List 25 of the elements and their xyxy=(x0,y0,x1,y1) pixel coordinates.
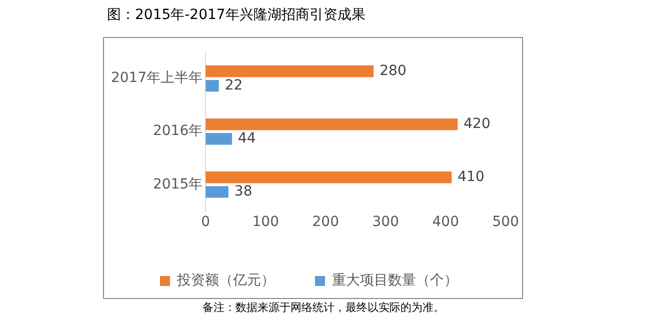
x-tick-label: 0 xyxy=(201,214,210,230)
y-tick-label: 2015年 xyxy=(152,176,203,192)
legend-label: 重大项目数量（个） xyxy=(332,272,458,289)
x-tick-label: 500 xyxy=(492,214,520,230)
x-tick-label: 100 xyxy=(252,214,279,230)
y-tick-label: 2016年 xyxy=(152,123,203,140)
bar xyxy=(206,65,374,78)
x-tick-label: 200 xyxy=(312,214,339,230)
data-label: 38 xyxy=(234,184,252,200)
x-tick-label: 300 xyxy=(372,214,399,230)
bar xyxy=(206,186,228,198)
data-label: 22 xyxy=(224,77,243,94)
bar xyxy=(206,80,219,92)
data-label: 420 xyxy=(464,116,490,132)
y-tick-label: 2017年上半年 xyxy=(110,70,203,86)
x-tick-label: 400 xyxy=(432,214,460,230)
data-label: 410 xyxy=(458,169,484,186)
data-label: 44 xyxy=(238,130,256,147)
bar xyxy=(206,133,232,145)
chart-title: 图：2015年-2017年兴隆湖招商引资成果 xyxy=(107,6,366,24)
bar xyxy=(206,172,452,184)
data-label: 280 xyxy=(380,62,406,79)
bar xyxy=(206,118,458,130)
text: 备注：数据来源于网络统计，最终以实际的为准。 xyxy=(202,300,446,315)
legend-label: 投资额（亿元） xyxy=(176,272,275,289)
